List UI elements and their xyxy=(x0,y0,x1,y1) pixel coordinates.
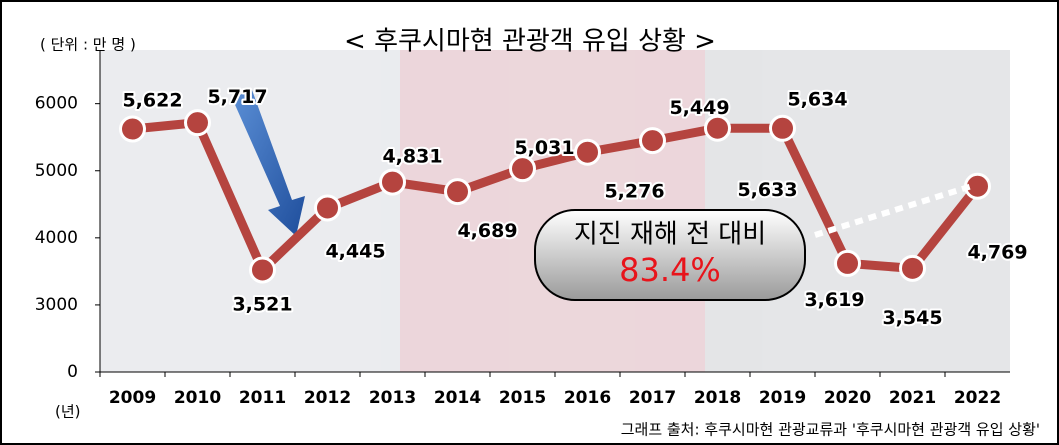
data-label: 4,689 xyxy=(457,220,517,242)
data-point xyxy=(186,111,210,135)
data-point xyxy=(511,157,535,181)
data-label: 3,545 xyxy=(882,307,942,329)
y-tick-label: 6000 xyxy=(35,94,78,114)
data-label: 5,031 xyxy=(514,137,574,159)
x-tick-label: 2017 xyxy=(629,388,676,408)
data-point xyxy=(446,180,470,204)
data-label: 5,633 xyxy=(737,179,797,201)
x-tick-label: 2019 xyxy=(759,388,806,408)
data-point xyxy=(121,117,145,141)
data-point xyxy=(641,129,665,153)
y-tick-label: 4000 xyxy=(35,228,78,248)
data-point xyxy=(836,251,860,275)
x-tick-label: 2016 xyxy=(564,388,611,408)
data-label: 5,634 xyxy=(787,89,847,111)
x-tick-label: 2022 xyxy=(954,388,1001,408)
data-label: 3,619 xyxy=(804,289,864,311)
y-tick-label: 3000 xyxy=(35,295,78,315)
data-label: 4,445 xyxy=(325,240,385,262)
annotation-value: 83.4% xyxy=(619,251,721,289)
chart: < 후쿠시마현 관광객 유입 상황 > ( 단위 : 만 명 ) (년) 그래프… xyxy=(0,0,1059,445)
x-tick-label: 2015 xyxy=(499,388,546,408)
x-tick-label: 2018 xyxy=(694,388,741,408)
y-tick-label: 5000 xyxy=(35,161,78,181)
data-point xyxy=(381,170,405,194)
data-label: 5,276 xyxy=(604,181,664,203)
x-tick-label: 2009 xyxy=(109,388,156,408)
unit-label: ( 단위 : 만 명 ) xyxy=(40,36,136,54)
data-point xyxy=(901,256,925,280)
data-label: 5,717 xyxy=(207,86,267,108)
x-tick-label: 2013 xyxy=(369,388,416,408)
data-point xyxy=(251,258,275,282)
x-tick-label: 2014 xyxy=(434,388,481,408)
data-point xyxy=(771,116,795,140)
chart-title: < 후쿠시마현 관광객 유입 상황 > xyxy=(344,27,716,57)
data-point xyxy=(576,140,600,164)
x-tick-label: 2011 xyxy=(239,388,286,408)
annotation-text: 지진 재해 전 대비 xyxy=(574,220,766,250)
x-unit-label: (년) xyxy=(55,403,81,421)
x-tick-label: 2021 xyxy=(889,388,936,408)
data-label: 5,622 xyxy=(122,90,182,112)
x-tick-label: 2012 xyxy=(304,388,351,408)
data-label: 4,769 xyxy=(967,242,1027,264)
data-label: 3,521 xyxy=(232,293,292,315)
x-tick-label: 2010 xyxy=(174,388,221,408)
x-tick-label: 2020 xyxy=(824,388,871,408)
data-point xyxy=(316,196,340,220)
source: 그래프 출처: 후쿠시마현 관광교류과 '후쿠시마현 관광객 유입 상황' xyxy=(621,421,1040,439)
y-tick-label: 0 xyxy=(67,362,78,382)
data-label: 5,449 xyxy=(669,97,729,119)
data-point xyxy=(706,116,730,140)
data-label: 4,831 xyxy=(382,146,442,168)
